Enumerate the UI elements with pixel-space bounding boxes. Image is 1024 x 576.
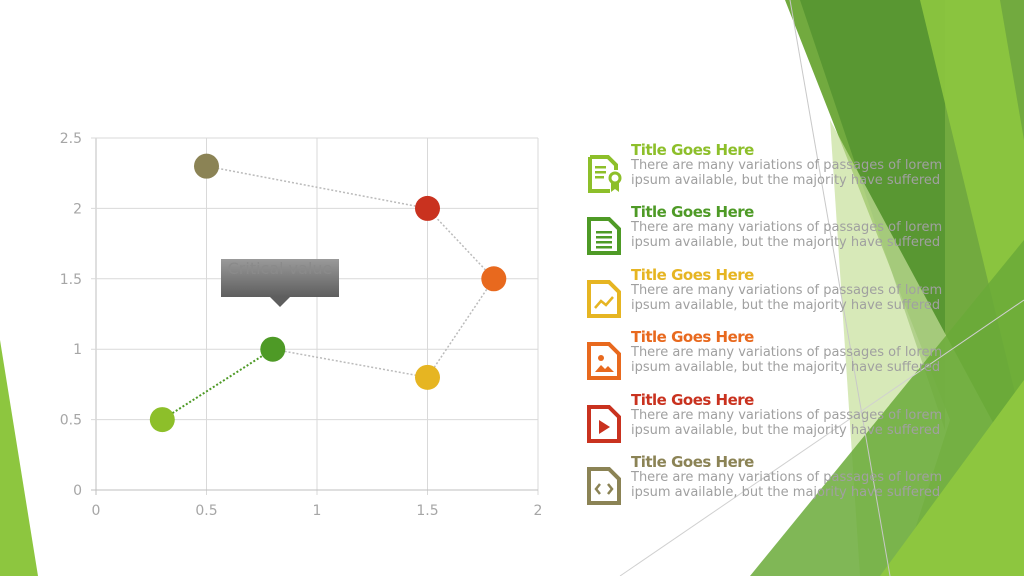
chart-document-icon: [587, 279, 621, 318]
x-tick-label: 2: [534, 503, 543, 519]
feature-item: Title Goes Here There are many variation…: [586, 266, 946, 337]
video-document-icon: [587, 404, 621, 443]
left-green-shape: [0, 340, 38, 576]
bottom-lime-shape: [880, 380, 1024, 576]
item-description: There are many variations of passages of…: [631, 470, 943, 500]
critical-value-callout: Critical value: [221, 259, 339, 297]
feature-item: Title Goes Here There are many variation…: [586, 328, 946, 399]
x-tick-label: 1: [313, 503, 322, 519]
y-tick-label: 2.5: [60, 131, 82, 147]
item-description: There are many variations of passages of…: [631, 345, 943, 376]
y-tick-label: 0: [73, 483, 82, 499]
y-tick-label: 2: [73, 201, 82, 217]
y-tick-label: 1.5: [60, 272, 82, 288]
text-document-icon: [587, 217, 621, 256]
item-title: Title Goes Here: [631, 328, 754, 347]
data-point: [194, 153, 219, 179]
connector-line: [272, 348, 428, 379]
item-description: There are many variations of passages of…: [631, 407, 943, 438]
data-point: [415, 364, 440, 390]
data-point: [481, 266, 507, 292]
item-description: There are many variations of passages of…: [631, 158, 943, 188]
deco-line: [619, 299, 1024, 576]
image-document-icon: [587, 342, 621, 381]
item-title: Title Goes Here: [631, 453, 754, 471]
certificate-document-icon: [588, 155, 622, 193]
data-point: [415, 195, 440, 221]
feature-item: Title Goes Here There are many variation…: [586, 141, 946, 212]
connector-line: [426, 278, 495, 378]
feature-item: Title Goes Here There are many variation…: [586, 391, 946, 462]
feature-item: Title Goes Here There are many variation…: [586, 453, 946, 524]
callout-pointer: [270, 297, 290, 307]
data-point: [149, 407, 175, 433]
x-tick-label: 0.5: [195, 503, 217, 519]
item-title: Title Goes Here: [631, 141, 754, 159]
feature-item: Title Goes Here There are many variation…: [586, 203, 946, 274]
connector-line: [206, 165, 428, 210]
item-description: There are many variations of passages of…: [631, 282, 943, 313]
item-description: There are many variations of passages of…: [631, 220, 943, 251]
connector-line: [426, 207, 495, 280]
y-tick-label: 0.5: [60, 413, 82, 429]
x-tick-label: 1.5: [416, 503, 438, 519]
y-tick-label: 1: [73, 342, 82, 358]
x-tick-label: 0: [92, 503, 101, 519]
code-document-icon: [587, 467, 621, 505]
connector-line: [161, 348, 274, 421]
item-title: Title Goes Here: [631, 390, 754, 409]
item-title: Title Goes Here: [631, 265, 754, 284]
deco-line: [789, 0, 891, 576]
item-title: Title Goes Here: [631, 203, 754, 222]
data-point: [260, 336, 286, 362]
